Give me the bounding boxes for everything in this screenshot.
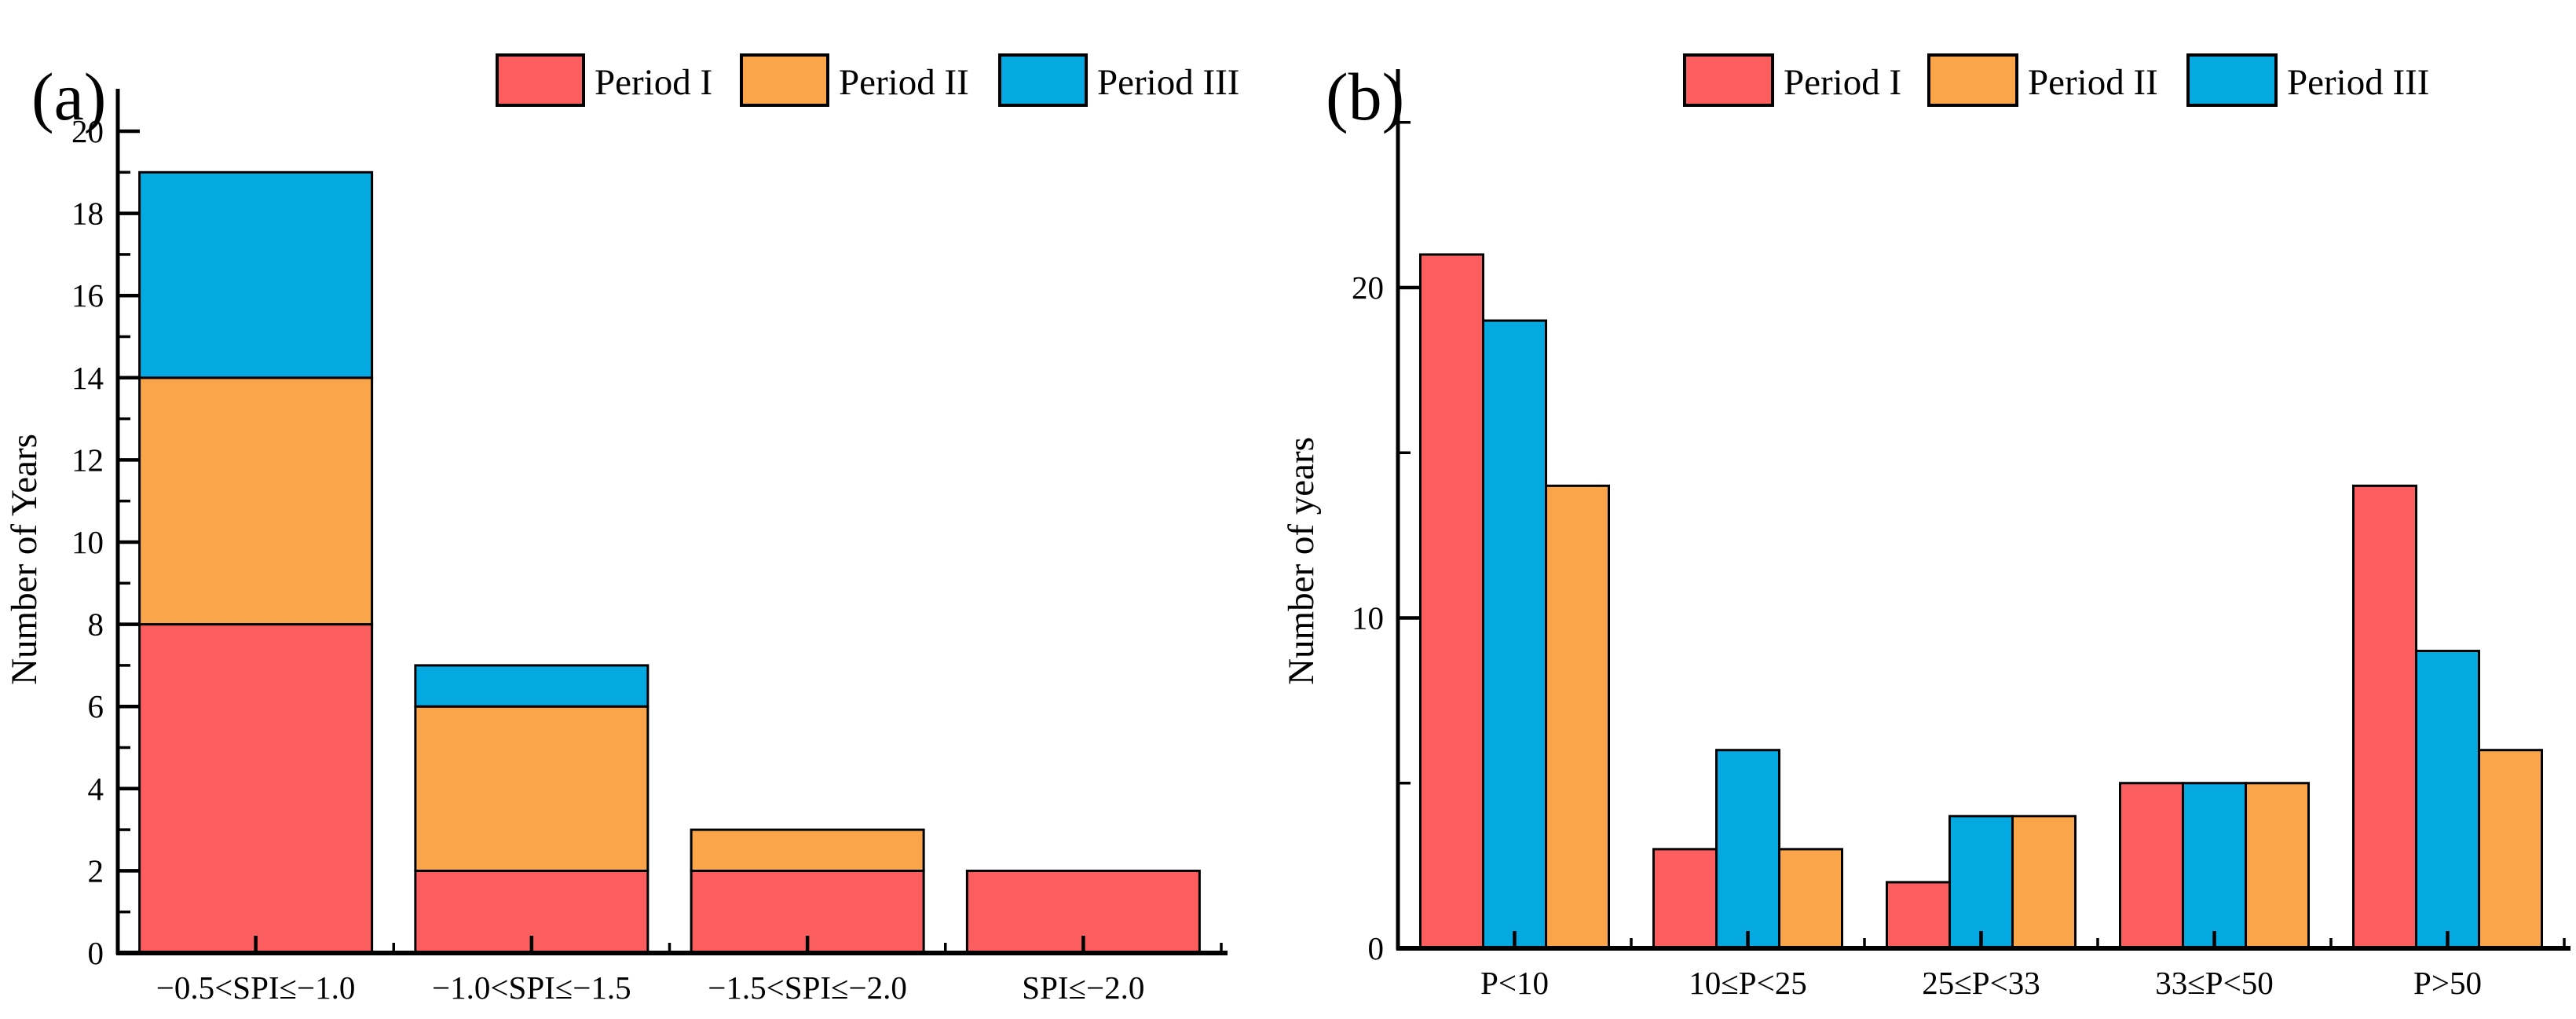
y-axis-tick-label: 6 (88, 688, 104, 724)
legend-label: Period III (1097, 62, 1239, 103)
bar-segment-period-iii (138, 170, 374, 379)
y-axis-tick-label: 8 (88, 607, 104, 643)
legend-label: Period II (839, 62, 969, 103)
panel-b: 0 10 20 P<10 10≤P<25 25≤P<33 33≤P<50 P>50 Number… (1281, 53, 2571, 1001)
bar-segment-period-iii (414, 664, 649, 708)
y-axis-tick-label: 20 (71, 113, 104, 149)
y-axis-tick-label: 16 (71, 277, 104, 313)
y-axis-title: Number of years (1281, 437, 1322, 685)
y-axis-tick-label: 10 (1352, 600, 1384, 636)
legend-label: Period II (2028, 62, 2158, 103)
panel-a: 0 2 4 6 8 10 12 14 16 18 20 −0.5<SPI≤−1.0 −1.0<SPI≤−… (4, 53, 1239, 1006)
bar-period-ii (2478, 749, 2543, 950)
bar-period-i (2352, 484, 2417, 950)
y-axis-tick-label: 4 (88, 771, 104, 807)
x-axis-category-label: −0.5<SPI≤−1.0 (156, 970, 356, 1006)
panel-label: (a) (31, 59, 106, 134)
bar-period-iii (2415, 650, 2480, 950)
bar-period-i (1886, 881, 1951, 950)
bar-segment-period-i (965, 869, 1201, 955)
x-axis-category-label: −1.5<SPI≤−2.0 (708, 970, 907, 1006)
bar-period-iii (1948, 815, 2014, 950)
x-axis-category-label: SPI≤−2.0 (1022, 970, 1144, 1006)
y-axis-title: Number of Years (4, 434, 45, 685)
bar-period-i (1419, 253, 1484, 950)
x-axis-category-label: 10≤P<25 (1689, 965, 1806, 1001)
bar-segment-period-ii (138, 376, 374, 626)
y-axis-tick-label: 2 (88, 852, 104, 889)
x-axis-category-label: 33≤P<50 (2155, 965, 2273, 1001)
bar-period-i (2119, 782, 2184, 950)
bar-segment-period-ii (414, 705, 649, 872)
legend-label: Period III (2287, 62, 2429, 103)
bar-period-i (1652, 848, 1718, 950)
x-axis-category-label: 25≤P<33 (1922, 965, 2040, 1001)
bar-segment-period-ii (690, 828, 925, 872)
legend-swatch-period-iii (2186, 53, 2278, 107)
x-axis-category-label: P>50 (2413, 965, 2482, 1001)
bar-period-iii (2182, 782, 2247, 950)
legend-swatch-period-ii (740, 53, 829, 107)
bar-period-iii (1715, 749, 1780, 950)
legend-swatch-period-ii (1927, 53, 2018, 107)
y-axis-tick-label: 0 (88, 935, 104, 971)
legend-swatch-period-i (496, 53, 585, 107)
y-axis-tick-label: 20 (1352, 269, 1384, 306)
y-axis-tick-label: 14 (71, 360, 104, 396)
legend-label: Period I (595, 62, 712, 103)
x-axis-category-label: −1.0<SPI≤−1.5 (432, 970, 631, 1006)
legend-label: Period I (1784, 62, 1901, 103)
y-axis-tick-label: 18 (71, 196, 104, 232)
y-axis-tick-label: 0 (1368, 930, 1385, 966)
bar-period-ii (2011, 815, 2077, 950)
legend-swatch-period-i (1683, 53, 1774, 107)
bar-period-ii (1545, 484, 1610, 950)
bar-period-iii (1482, 319, 1547, 950)
x-axis-category-label: P<10 (1480, 965, 1549, 1001)
panel-label: (b) (1326, 59, 1404, 134)
y-axis-tick-label: 10 (71, 524, 104, 560)
legend-swatch-period-iii (998, 53, 1088, 107)
bar-period-ii (2245, 782, 2310, 950)
y-axis-tick-label: 12 (71, 442, 104, 478)
bar-period-ii (1778, 848, 1843, 950)
bar-segment-period-i (138, 623, 374, 955)
